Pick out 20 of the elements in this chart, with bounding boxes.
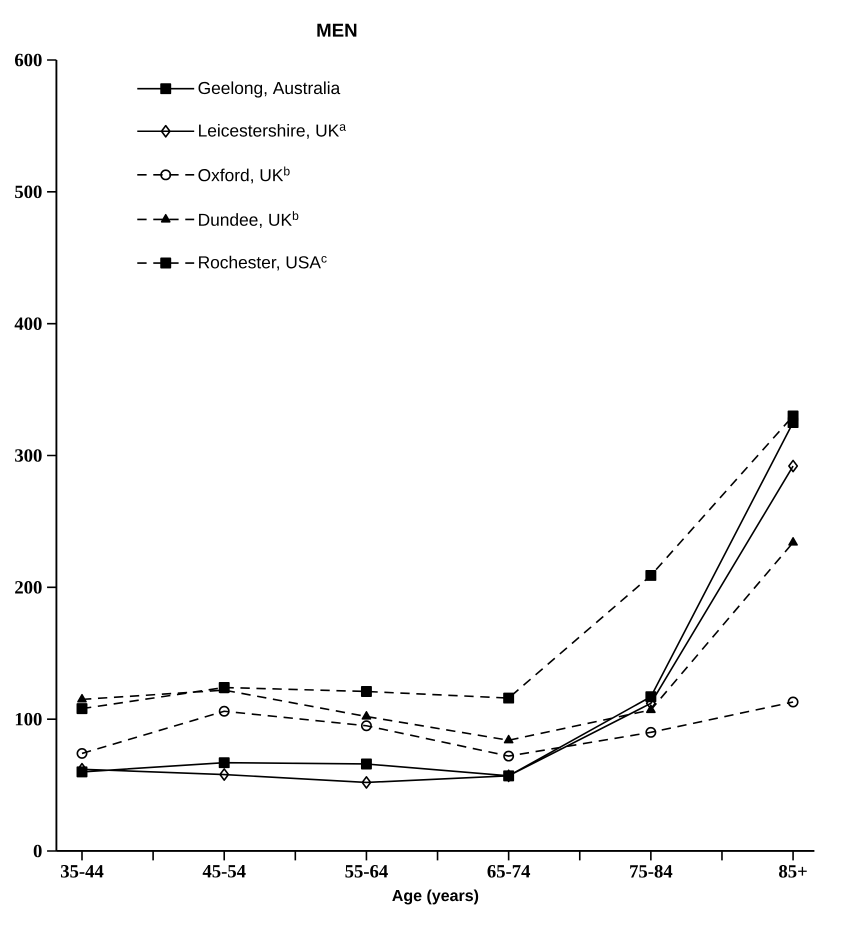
- legend-label: Rochester, USA$^{c}$: [199, 256, 327, 271]
- x-tick-label: 75-84: [630, 865, 672, 878]
- y-tick-label: 500: [15, 186, 42, 198]
- y-tick-label: 300: [15, 449, 42, 462]
- y-tick-label: 600: [15, 54, 42, 66]
- legend-label: Geelong, Australia: [198, 81, 340, 98]
- legend-label: Dundee, UK$^{b}$: [199, 211, 298, 228]
- x-tick-label: 55-64: [345, 865, 388, 878]
- y-tick-label: 100: [16, 712, 42, 726]
- chart-title: MEN: [317, 24, 356, 37]
- x-tick-label: 85+: [779, 865, 807, 878]
- x-axis-title: Age (years): [392, 889, 478, 904]
- y-tick-label: 0: [34, 844, 42, 858]
- y-tick-label: 400: [14, 317, 42, 330]
- legend-label: Leicestershire, UK$^{a}$: [199, 124, 346, 139]
- y-tick-label: 200: [15, 581, 42, 594]
- x-tick-label: 65-74: [488, 865, 530, 878]
- x-tick-label: 35-44: [60, 865, 104, 878]
- x-tick-label: 45-54: [202, 865, 246, 878]
- legend-label: Oxford, UK$^{b}$: [198, 166, 290, 184]
